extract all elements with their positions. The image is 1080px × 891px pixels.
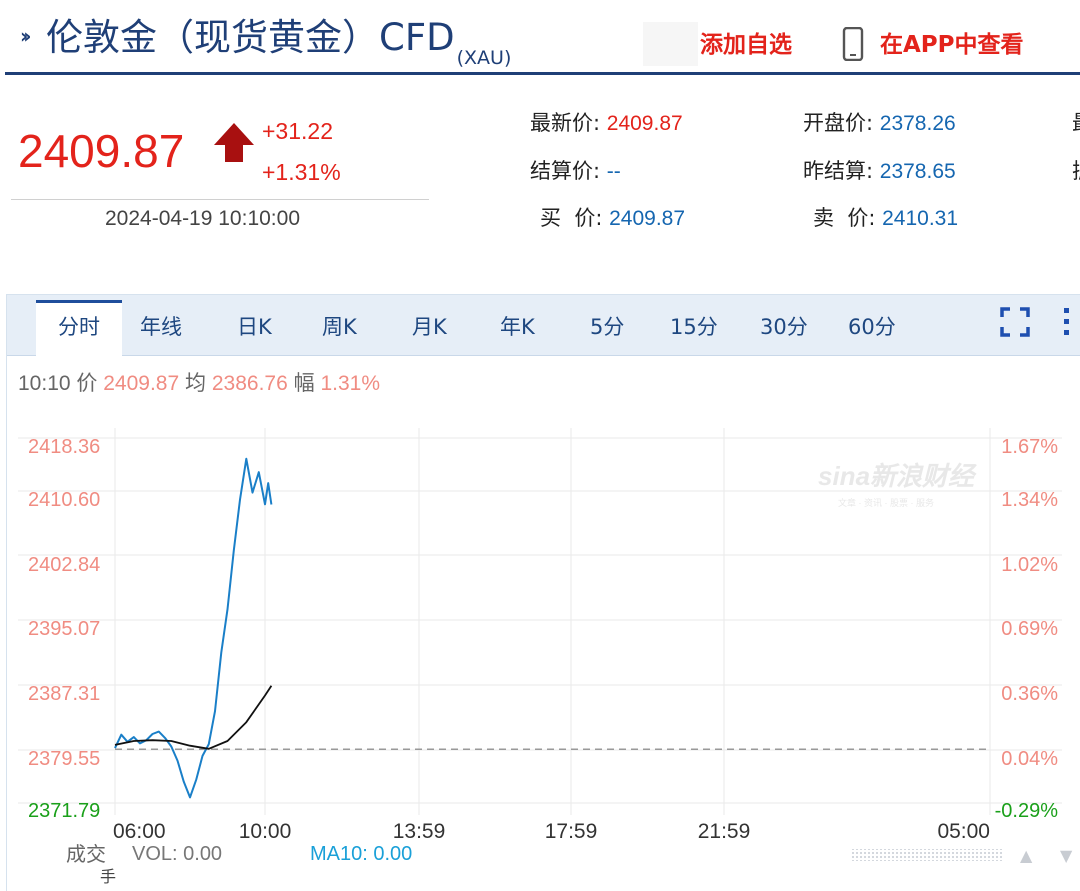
x-tick-2: 13:59 xyxy=(393,820,446,843)
watermark-brand: sina新浪财经 xyxy=(818,461,977,491)
intraday-price-chart[interactable]: sina新浪财经 文章 · 资讯 · 股票 · 服务 2418.36 2410.6… xyxy=(0,410,1080,890)
y-tick-right-1: 1.34% xyxy=(1001,489,1058,511)
chart-panel xyxy=(6,294,1080,891)
open-price-value: 2378.26 xyxy=(879,112,956,135)
volume-unit: 手 xyxy=(100,869,117,886)
tab-30min[interactable]: 30分 xyxy=(760,315,808,339)
y-tick-right-2: 1.02% xyxy=(1001,554,1058,576)
chevron-right-icon: ›› xyxy=(20,24,32,48)
y-tick-left-6: 2371.79 xyxy=(28,800,100,822)
tab-weekly-k[interactable]: 周K xyxy=(322,315,357,339)
view-in-app-button[interactable]: 在APP中查看 xyxy=(880,32,1024,58)
open-price-row: 开盘价: 2378.26 xyxy=(803,108,956,139)
y-tick-left-3: 2395.07 xyxy=(28,618,100,640)
volume-value: VOL: 0.00 xyxy=(132,843,223,865)
settle-price-value: -- xyxy=(606,160,621,183)
volume-ma10-value: MA10: 0.00 xyxy=(310,843,413,865)
tab-yearline[interactable]: 年线 xyxy=(140,315,182,339)
prev-settle-label: 昨结算: xyxy=(803,159,874,183)
x-tick-1: 10:00 xyxy=(239,820,292,843)
prev-settle-value: 2378.65 xyxy=(879,160,956,183)
y-tick-right-6: -0.29% xyxy=(995,800,1059,822)
bid-price-label: 买 价: xyxy=(540,206,603,230)
y-tick-right-3: 0.69% xyxy=(1001,618,1058,640)
x-tick-3: 17:59 xyxy=(545,820,598,843)
prev-settle-row: 昨结算: 2378.65 xyxy=(803,156,956,187)
latest-price-label: 最新价: xyxy=(530,111,601,135)
y-tick-right-5: 0.04% xyxy=(1001,748,1058,770)
volume-label: 成交 xyxy=(66,842,106,866)
y-tick-left-2: 2402.84 xyxy=(28,554,100,576)
chart-grid xyxy=(18,428,1062,815)
latest-price-value: 2409.87 xyxy=(606,112,683,135)
header-divider xyxy=(5,72,1080,75)
scroll-down-icon[interactable]: ▼ xyxy=(1060,846,1073,865)
chart-period-tabs xyxy=(7,295,1080,356)
y-tick-left-4: 2387.31 xyxy=(28,683,100,705)
price-change-percent: +1.31% xyxy=(262,159,341,185)
tab-daily-k[interactable]: 日K xyxy=(237,315,272,339)
y-tick-left-5: 2379.55 xyxy=(28,748,100,770)
settle-price-label: 结算价: xyxy=(530,159,601,183)
info-price-value: 2409.87 xyxy=(103,372,180,395)
info-amp-value: 1.31% xyxy=(320,372,381,395)
instrument-code: (XAU) xyxy=(456,47,512,69)
open-price-label: 开盘价: xyxy=(803,111,874,135)
watermark-logo: sina新浪财经 文章 · 资讯 · 股票 · 服务 xyxy=(818,461,977,508)
add-to-watchlist-button[interactable]: 添加自选 xyxy=(700,32,792,58)
fullscreen-icon[interactable] xyxy=(1000,307,1030,337)
bid-price-value: 2409.87 xyxy=(609,207,686,230)
tab-5min[interactable]: 5分 xyxy=(590,315,625,339)
tab-15min[interactable]: 15分 xyxy=(670,315,718,339)
page-title: 伦敦金（现货黄金）CFD (XAU) xyxy=(46,14,511,82)
info-time: 10:10 xyxy=(18,372,71,395)
latest-price-row: 最新价: 2409.87 xyxy=(530,108,683,139)
y-tick-right-4: 0.36% xyxy=(1001,683,1058,705)
price-series-line xyxy=(114,457,273,799)
x-tick-5: 05:00 xyxy=(937,820,990,843)
active-tab-indicator xyxy=(36,300,122,356)
quote-timestamp: 2024-04-19 10:10:00 xyxy=(105,207,300,230)
y-tick-left-0: 2418.36 xyxy=(28,436,100,458)
ask-price-label: 卖 价: xyxy=(813,206,876,230)
volume-scrollbar[interactable] xyxy=(852,848,1002,862)
tab-intraday[interactable]: 分时 xyxy=(58,315,100,339)
x-tick-4: 21:59 xyxy=(698,820,751,843)
average-series-line xyxy=(114,685,273,750)
scroll-up-icon[interactable]: ▲ xyxy=(1020,846,1033,865)
tab-60min[interactable]: 60分 xyxy=(848,315,896,339)
tab-yearly-k[interactable]: 年K xyxy=(500,315,535,339)
quote-divider xyxy=(11,199,429,200)
info-avg-value: 2386.76 xyxy=(211,372,288,395)
watermark-tagline: 文章 · 资讯 · 股票 · 服务 xyxy=(838,497,934,508)
price-change: +31.22 xyxy=(262,118,333,144)
info-avg-label: 均 xyxy=(185,372,207,395)
y-tick-left-1: 2410.60 xyxy=(28,489,100,511)
current-price: 2409.87 xyxy=(18,125,185,177)
y-tick-right-0: 1.67% xyxy=(1001,436,1058,458)
info-amp-label: 幅 xyxy=(293,372,315,395)
cutoff-label-1: 最 xyxy=(1072,108,1080,138)
ask-price-value: 2410.31 xyxy=(882,207,959,230)
bid-price-row: 买 价: 2409.87 xyxy=(540,203,685,234)
header-placeholder xyxy=(643,22,698,66)
crosshair-info-line: 10:10 价 2409.87 均 2386.76 幅 1.31% xyxy=(18,370,380,398)
tab-monthly-k[interactable]: 月K xyxy=(412,315,447,339)
settle-price-row: 结算价: -- xyxy=(530,156,621,187)
more-options-icon[interactable] xyxy=(1060,304,1074,340)
info-price-label: 价 xyxy=(76,372,98,395)
instrument-name: 伦敦金（现货黄金）CFD xyxy=(46,16,455,59)
mobile-phone-icon[interactable] xyxy=(842,27,864,61)
x-tick-0: 06:00 xyxy=(113,820,166,843)
cutoff-label-2: 振 xyxy=(1072,156,1080,186)
ask-price-row: 卖 价: 2410.31 xyxy=(813,203,958,234)
arrow-up-icon xyxy=(214,123,254,162)
